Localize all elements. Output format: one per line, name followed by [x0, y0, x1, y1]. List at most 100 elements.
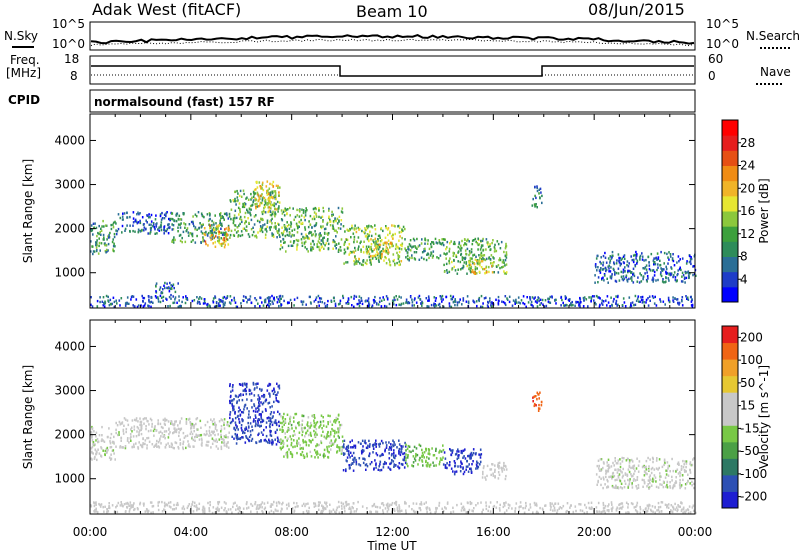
heatmap-cell — [489, 468, 491, 471]
heatmap-cell — [406, 456, 409, 459]
heatmap-cell — [255, 416, 257, 419]
heatmap-cell — [107, 249, 109, 252]
heatmap-cell — [201, 225, 203, 228]
heatmap-cell — [157, 228, 159, 231]
heatmap-cell — [117, 213, 120, 216]
heatmap-cell — [344, 501, 347, 504]
heatmap-cell — [274, 192, 277, 195]
heatmap-cell — [539, 506, 541, 510]
heatmap-cell — [194, 241, 197, 244]
heatmap-cell — [170, 445, 173, 449]
heatmap-cell — [208, 223, 210, 226]
heatmap-cell — [340, 223, 342, 226]
heatmap-cell — [405, 443, 407, 446]
heatmap-cell — [445, 295, 448, 299]
heatmap-cell — [446, 240, 449, 244]
heatmap-cell — [249, 295, 252, 298]
heatmap-cell — [490, 262, 492, 265]
heatmap-cell — [223, 295, 226, 299]
heatmap-cell — [106, 508, 108, 511]
heatmap-cell — [237, 230, 239, 233]
heatmap-cell — [355, 258, 357, 261]
heatmap-cell — [614, 271, 616, 274]
heatmap-cell — [422, 464, 424, 467]
heatmap-cell — [273, 195, 275, 199]
heatmap-cell — [224, 301, 226, 304]
heatmap-cell — [629, 305, 632, 309]
heatmap-cell — [374, 237, 377, 240]
heatmap-cell — [364, 235, 367, 238]
heatmap-cell — [679, 474, 681, 478]
heatmap-cell — [150, 223, 152, 226]
heatmap-cell — [95, 452, 98, 456]
heatmap-cell — [457, 268, 459, 271]
heatmap-cell — [121, 224, 124, 228]
heatmap-cell — [121, 446, 123, 449]
heatmap-cell — [140, 229, 143, 232]
heatmap-cell — [279, 428, 281, 431]
heatmap-cell — [200, 241, 202, 244]
heatmap-cell — [684, 271, 687, 275]
heatmap-cell — [257, 205, 260, 208]
heatmap-cell — [238, 213, 240, 216]
heatmap-cell — [385, 225, 387, 228]
heatmap-cell — [276, 436, 279, 439]
heatmap-cell — [482, 254, 484, 257]
heatmap-cell — [301, 450, 304, 454]
heatmap-cell — [307, 433, 310, 437]
heatmap-cell — [486, 304, 489, 307]
heatmap-cell — [664, 503, 667, 506]
heatmap-cell — [337, 206, 340, 210]
heatmap-cell — [194, 435, 196, 439]
heatmap-cell — [487, 301, 490, 304]
heatmap-cell — [214, 214, 216, 217]
heatmap-cell — [324, 244, 326, 247]
heatmap-cell — [611, 509, 613, 513]
heatmap-cell — [212, 236, 215, 240]
heatmap-cell — [175, 219, 178, 223]
heatmap-cell — [112, 248, 114, 251]
heatmap-cell — [309, 214, 312, 218]
heatmap-cell — [480, 501, 482, 504]
heatmap-cell — [414, 246, 417, 249]
heatmap-cell — [674, 278, 677, 282]
heatmap-cell — [534, 185, 536, 189]
heatmap-cell — [440, 296, 443, 299]
heatmap-cell — [469, 263, 472, 267]
heatmap-cell — [469, 269, 472, 273]
heatmap-cell — [387, 502, 389, 505]
heatmap-cell — [257, 421, 259, 424]
heatmap-cell — [680, 484, 683, 487]
heatmap-cell — [345, 469, 347, 473]
heatmap-cell — [179, 420, 181, 423]
heatmap-cell — [671, 487, 674, 490]
heatmap-cell — [360, 248, 362, 251]
heatmap-cell — [590, 296, 592, 299]
heatmap-cell — [623, 486, 626, 489]
heatmap-cell — [431, 447, 433, 450]
heatmap-cell — [220, 244, 223, 247]
heatmap-cell — [98, 224, 100, 228]
heatmap-cell — [308, 506, 310, 510]
heatmap-cell — [615, 484, 617, 488]
heatmap-cell — [99, 296, 101, 299]
heatmap-cell — [470, 469, 473, 472]
heatmap-cell — [217, 239, 219, 243]
heatmap-cell — [388, 457, 391, 460]
heatmap-cell — [273, 226, 276, 229]
heatmap-cell — [104, 300, 106, 303]
heatmap-cell — [473, 239, 475, 242]
heatmap-cell — [652, 460, 654, 464]
heatmap-cell — [400, 445, 402, 448]
heatmap-cell — [144, 442, 146, 446]
heatmap-cell — [220, 435, 222, 439]
heatmap-cell — [301, 414, 304, 417]
heatmap-cell — [271, 300, 274, 303]
heatmap-cell — [276, 382, 278, 385]
heatmap-cell — [231, 404, 234, 407]
heatmap-cell — [606, 304, 608, 307]
heatmap-cell — [225, 212, 228, 215]
heatmap-cell — [269, 193, 272, 196]
heatmap-cell — [96, 234, 98, 238]
heatmap-cell — [129, 433, 132, 436]
